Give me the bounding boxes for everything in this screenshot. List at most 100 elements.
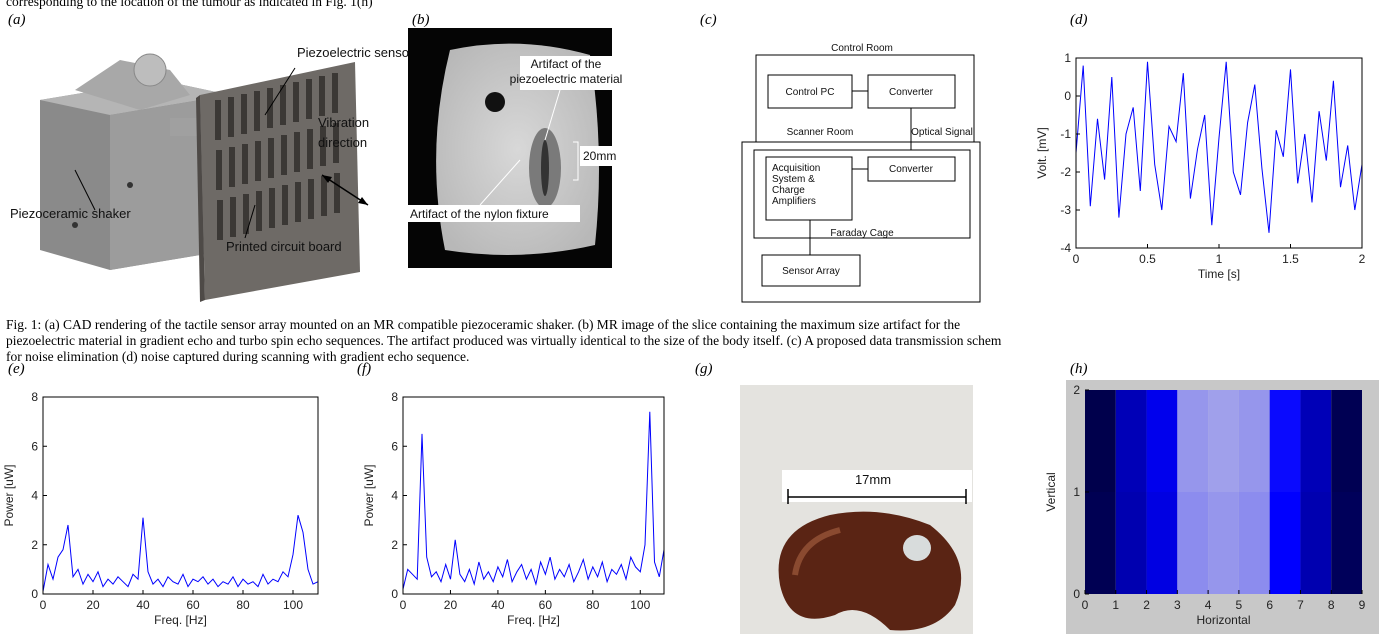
axes-box bbox=[43, 397, 318, 594]
y-tick-label: 0 bbox=[31, 587, 38, 601]
heatmap-cell bbox=[1177, 492, 1208, 594]
panel-label: (g) bbox=[695, 361, 713, 377]
annotation: piezoelectric material bbox=[510, 72, 623, 86]
y-tick-label: 6 bbox=[391, 439, 398, 453]
y-axis-label: Volt. [mV] bbox=[1035, 127, 1049, 178]
cad-rendering: Piezoelectric sensor array Vibration dir… bbox=[10, 45, 447, 302]
x-tick-label: 0 bbox=[40, 598, 47, 612]
x-tick-label: 40 bbox=[491, 598, 505, 612]
line-series bbox=[403, 412, 664, 589]
x-tick-label: 7 bbox=[1297, 598, 1304, 612]
heatmap-cell bbox=[1331, 492, 1362, 594]
heatmap-cell bbox=[1300, 492, 1331, 594]
x-tick-label: 0 bbox=[1073, 252, 1080, 266]
y-tick-label: -3 bbox=[1060, 203, 1071, 217]
axes-box bbox=[1076, 58, 1362, 248]
x-axis-label: Time [s] bbox=[1198, 267, 1240, 281]
annotation: Artifact of the nylon fixture bbox=[410, 207, 549, 221]
y-tick-label: 4 bbox=[31, 489, 38, 503]
caption: Fig. 1: (a) CAD rendering of the tactile… bbox=[6, 317, 1002, 364]
y-tick-label: 0 bbox=[1073, 587, 1080, 601]
x-tick-label: 2 bbox=[1143, 598, 1150, 612]
panel-label: (c) bbox=[700, 12, 717, 28]
y-tick-label: 1 bbox=[1064, 51, 1071, 65]
heatmap-cell bbox=[1177, 390, 1208, 492]
y-tick-label: 2 bbox=[31, 538, 38, 552]
x-tick-label: 3 bbox=[1174, 598, 1181, 612]
x-tick-label: 0.5 bbox=[1139, 252, 1156, 266]
y-axis-label: Vertical bbox=[1044, 472, 1058, 511]
y-axis-label: Power [uW] bbox=[362, 464, 376, 526]
x-tick-label: 100 bbox=[283, 598, 303, 612]
heatmap-cell bbox=[1085, 492, 1116, 594]
x-tick-label: 0 bbox=[1082, 598, 1089, 612]
annotation: 20mm bbox=[583, 149, 616, 163]
x-tick-label: 40 bbox=[136, 598, 150, 612]
heatmap-cell bbox=[1208, 390, 1239, 492]
y-tick-label: 8 bbox=[31, 390, 38, 404]
block-diagram: Control Room Control PC Converter Scanne… bbox=[742, 43, 980, 302]
x-tick-label: 6 bbox=[1266, 598, 1273, 612]
node-label: Charge bbox=[772, 185, 805, 196]
y-tick-label: -1 bbox=[1060, 127, 1071, 141]
panel-label: (h) bbox=[1070, 361, 1088, 377]
y-tick-label: 4 bbox=[391, 489, 398, 503]
x-tick-label: 0 bbox=[400, 598, 407, 612]
node-label: Converter bbox=[889, 87, 934, 98]
x-tick-label: 20 bbox=[86, 598, 100, 612]
x-tick-label: 60 bbox=[539, 598, 553, 612]
line-series bbox=[43, 515, 318, 591]
heatmap-cell bbox=[1116, 390, 1147, 492]
y-tick-label: -4 bbox=[1060, 241, 1071, 255]
panel-label: (b) bbox=[412, 12, 430, 28]
annotation: Vibration bbox=[318, 115, 369, 130]
node-label: System & bbox=[772, 174, 815, 185]
heatmap-cell bbox=[1300, 390, 1331, 492]
node-label: Sensor Array bbox=[782, 266, 840, 277]
x-tick-label: 9 bbox=[1359, 598, 1366, 612]
heatmap-cell bbox=[1147, 492, 1178, 594]
x-axis-label: Freq. [Hz] bbox=[154, 613, 207, 627]
node-label: Acquisition bbox=[772, 163, 820, 174]
panel-label: (a) bbox=[8, 12, 26, 28]
x-tick-label: 1 bbox=[1216, 252, 1223, 266]
node-label: Faraday Cage bbox=[830, 228, 894, 239]
y-tick-label: 2 bbox=[391, 538, 398, 552]
axes-box bbox=[403, 397, 664, 594]
x-tick-label: 80 bbox=[586, 598, 600, 612]
heatmap-cell bbox=[1270, 390, 1301, 492]
y-tick-label: 0 bbox=[391, 587, 398, 601]
x-tick-label: 2 bbox=[1359, 252, 1366, 266]
y-tick-label: 0 bbox=[1064, 89, 1071, 103]
heatmap-cell bbox=[1147, 390, 1178, 492]
heatmap-cell bbox=[1116, 492, 1147, 594]
node-label: Scanner Room bbox=[787, 127, 854, 138]
y-tick-label: 2 bbox=[1073, 383, 1080, 397]
x-tick-label: 5 bbox=[1236, 598, 1243, 612]
caption-line: for noise elimination (d) noise captured… bbox=[6, 349, 469, 364]
scale-label: 17mm bbox=[855, 472, 891, 487]
y-tick-label: -2 bbox=[1060, 165, 1071, 179]
heatmap-cell bbox=[1239, 492, 1270, 594]
x-axis-label: Horizontal bbox=[1196, 613, 1250, 627]
mr-image: Artifact of the piezoelectric material 2… bbox=[408, 28, 622, 268]
x-tick-label: 80 bbox=[236, 598, 250, 612]
y-tick-label: 8 bbox=[391, 390, 398, 404]
heatmap-cell bbox=[1208, 492, 1239, 594]
top-text: corresponding to the location of the tum… bbox=[6, 0, 373, 9]
line-series bbox=[1076, 62, 1362, 233]
x-tick-label: 100 bbox=[630, 598, 650, 612]
x-tick-label: 60 bbox=[186, 598, 200, 612]
caption-line: piezoelectric material in gradient echo … bbox=[6, 333, 1002, 348]
heatmap-cell bbox=[1239, 390, 1270, 492]
annotation: direction bbox=[318, 135, 367, 150]
kidney-photo: 17mm bbox=[740, 385, 973, 634]
caption-line: Fig. 1: (a) CAD rendering of the tactile… bbox=[6, 317, 960, 332]
x-tick-label: 4 bbox=[1205, 598, 1212, 612]
heatmap-cell bbox=[1085, 390, 1116, 492]
annotation: Printed circuit board bbox=[226, 239, 342, 254]
figure: corresponding to the location of the tum… bbox=[0, 0, 1379, 634]
y-tick-label: 1 bbox=[1073, 485, 1080, 499]
x-tick-label: 20 bbox=[444, 598, 458, 612]
node-label: Converter bbox=[889, 164, 934, 175]
